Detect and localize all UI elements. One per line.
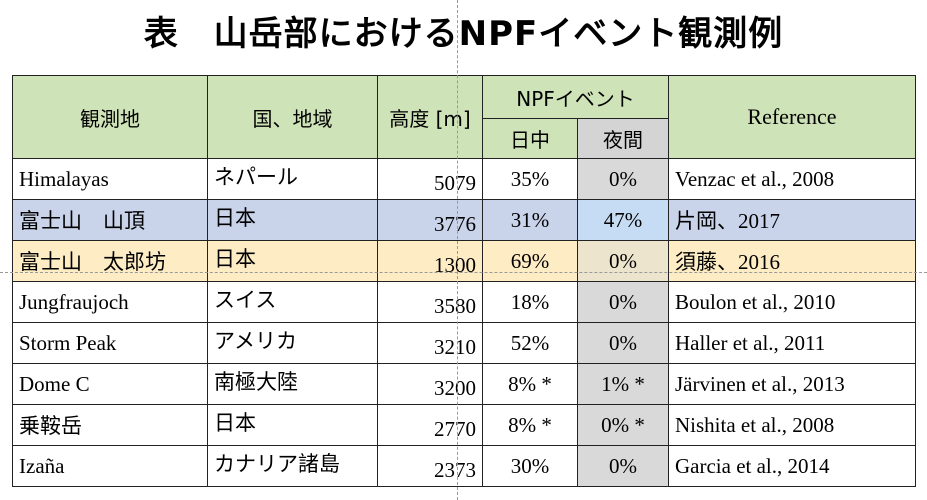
table-cell: 2373 — [377, 445, 483, 487]
table-cell: 3580 — [377, 281, 483, 323]
table-row: Himalayas ネパール 5079 35% 0% Venzac et al., 200… — [12, 158, 916, 200]
table-cell: 1300 — [377, 240, 483, 282]
table-row: 富士山 太郎坊 日本 1300 69% 0% 須藤、2016 — [12, 240, 916, 282]
table-cell: 0% * — [577, 404, 669, 446]
table-cell: 0% — [577, 240, 669, 282]
table-cell: 3776 — [377, 199, 483, 241]
table-cell: 8% * — [482, 363, 578, 405]
table-cell: 5079 — [377, 158, 483, 200]
header-cell: Reference — [668, 75, 916, 159]
title: 表 山岳部におけるNPFイベント観測例 — [143, 14, 784, 54]
table-row: 富士山 山頂 日本 3776 31% 47% 片岡、2017 — [12, 199, 916, 241]
table-cell: 0% — [577, 445, 669, 487]
table-cell: カナリア諸島 — [207, 445, 378, 487]
table-cell: 乗鞍岳 — [12, 404, 208, 446]
table-cell: Storm Peak — [12, 322, 208, 364]
table-cell: 0% — [577, 322, 669, 364]
table-cell: 0% — [577, 158, 669, 200]
table-cell: スイス — [207, 281, 378, 323]
table-cell: 47% — [577, 199, 669, 241]
table-cell: 18% — [482, 281, 578, 323]
guide-line — [0, 272, 927, 273]
table-cell: 30% — [482, 445, 578, 487]
table-cell: 8% * — [482, 404, 578, 446]
table-row: Dome C 南極大陸 3200 8% * 1% * Järvinen et al., 2… — [12, 363, 916, 405]
table-cell: Izaña — [12, 445, 208, 487]
header-cell: 国、地域 — [207, 75, 378, 159]
table-cell: Boulon et al., 2010 — [668, 281, 916, 323]
table-cell: Venzac et al., 2008 — [668, 158, 916, 200]
table-cell: ネパール — [207, 158, 378, 200]
guide-line — [457, 0, 458, 500]
table-body: 観測地 国、地域 高度 [m] NPFイベント Reference 日中 夜間 … — [12, 75, 916, 487]
header-cell: 日中 — [482, 118, 578, 159]
table-cell: 1% * — [577, 363, 669, 405]
header-row: 観測地 国、地域 高度 [m] NPFイベント Reference — [12, 75, 916, 159]
table-cell: 31% — [482, 199, 578, 241]
table-cell: Järvinen et al., 2013 — [668, 363, 916, 405]
table-cell: 2770 — [377, 404, 483, 446]
table-cell: Nishita et al., 2008 — [668, 404, 916, 446]
table-cell: アメリカ — [207, 322, 378, 364]
table-row: Storm Peak アメリカ 3210 52% 0% Haller et al., 20… — [12, 322, 916, 364]
header-row: 日中 夜間 — [13, 118, 916, 159]
table-cell: 3200 — [377, 363, 483, 405]
table-cell: 日本 — [207, 404, 378, 446]
table-cell: Himalayas — [12, 158, 208, 200]
table-cell: Dome C — [12, 363, 208, 405]
table-cell: 3210 — [377, 322, 483, 364]
table-cell: 南極大陸 — [207, 363, 378, 405]
table-row: Jungfraujoch スイス 3580 18% 0% Boulon et al., 2… — [12, 281, 916, 323]
table-cell: Jungfraujoch — [12, 281, 208, 323]
table-cell: Garcia et al., 2014 — [668, 445, 916, 487]
table-cell: 富士山 山頂 — [12, 199, 208, 241]
table-cell: 35% — [482, 158, 578, 200]
table-cell: 0% — [577, 281, 669, 323]
table-cell: 富士山 太郎坊 — [12, 240, 208, 282]
header-cell: NPFイベント — [482, 75, 669, 119]
table-cell: 日本 — [207, 199, 378, 241]
header-cell: 高度 [m] — [377, 75, 483, 159]
table-cell: 須藤、2016 — [668, 240, 916, 282]
table-cell: Haller et al., 2011 — [668, 322, 916, 364]
table-row: 乗鞍岳 日本 2770 8% * 0% * Nishita et al., 2008 — [12, 404, 916, 446]
table-row: Izaña カナリア諸島 2373 30% 0% Garcia et al., 2014 — [12, 445, 916, 487]
table: 観測地 国、地域 高度 [m] NPFイベント Reference 日中 夜間 … — [12, 75, 916, 487]
table-cell: 69% — [482, 240, 578, 282]
table-cell: 日本 — [207, 240, 378, 282]
header-cell: 観測地 — [12, 75, 208, 159]
table-cell: 片岡、2017 — [668, 199, 916, 241]
header-cell: 夜間 — [577, 118, 669, 159]
table-cell: 52% — [482, 322, 578, 364]
